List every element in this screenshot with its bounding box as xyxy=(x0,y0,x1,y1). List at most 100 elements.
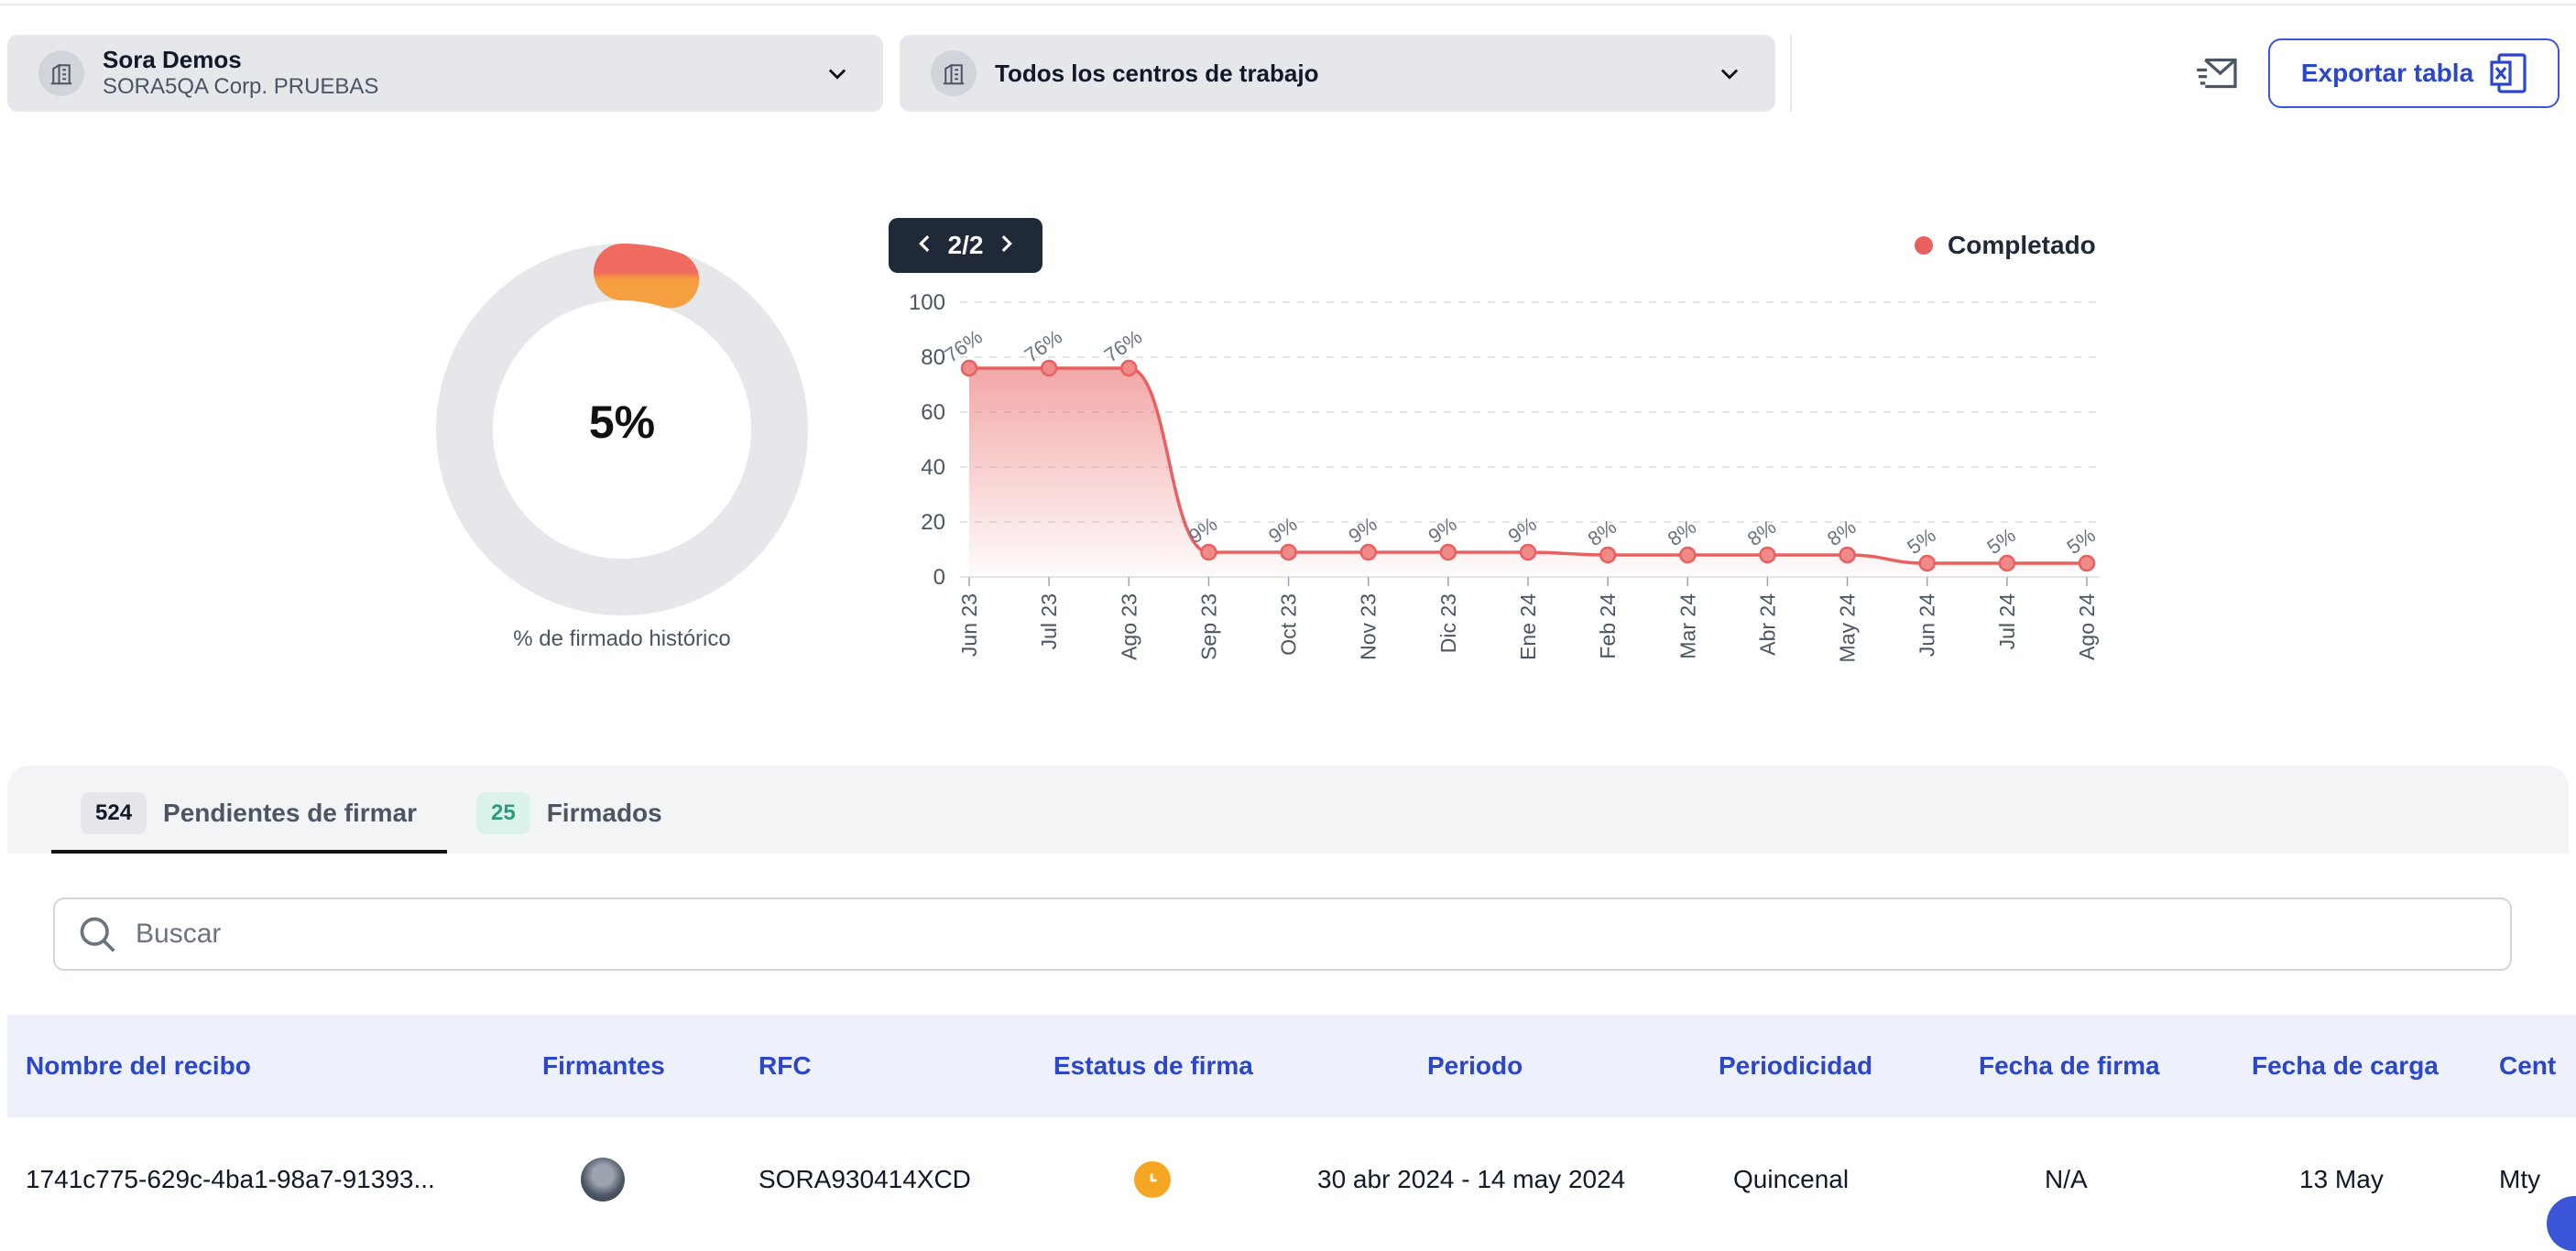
data-label: 9% xyxy=(1264,512,1301,548)
x-tick-label: Ene 24 xyxy=(1516,593,1540,660)
donut-fill xyxy=(594,244,700,309)
top-border xyxy=(0,0,2576,5)
data-point xyxy=(1759,546,1776,564)
data-point xyxy=(1200,543,1217,561)
data-label: 8% xyxy=(1584,515,1621,550)
pending-clock-icon xyxy=(1134,1161,1171,1198)
col-header-receipt-name[interactable]: Nombre del recibo xyxy=(26,1051,251,1080)
upload-date-value: 13 May xyxy=(2299,1165,2384,1193)
chart-legend: Completado xyxy=(1915,231,2096,260)
tabs: 524 Pendientes de firmar 25 Firmados xyxy=(7,766,2569,854)
x-tick-label: Dic 23 xyxy=(1436,593,1460,653)
send-mail-button[interactable] xyxy=(2191,48,2243,99)
pending-count-badge: 524 xyxy=(81,792,147,834)
x-tick-label: Jun 23 xyxy=(957,593,981,657)
sign-date-value: N/A xyxy=(2045,1165,2088,1193)
legend-dot xyxy=(1915,236,1933,255)
chevron-left-icon xyxy=(918,235,929,252)
chevron-right-icon xyxy=(1002,235,1013,252)
x-tick-label: Feb 24 xyxy=(1596,593,1620,659)
x-tick-label: Oct 23 xyxy=(1277,593,1301,656)
data-point xyxy=(1280,543,1297,561)
data-point xyxy=(1918,554,1936,572)
search-icon xyxy=(80,917,115,952)
search-input[interactable] xyxy=(134,918,2488,951)
table-header xyxy=(7,1015,2576,1117)
excel-icon xyxy=(2490,53,2527,93)
y-tick-label: 40 xyxy=(921,455,945,480)
signer-avatar xyxy=(581,1158,625,1202)
y-tick-label: 0 xyxy=(933,565,945,590)
col-header-rfc[interactable]: RFC xyxy=(759,1051,812,1080)
x-tick-label: Ago 23 xyxy=(1117,593,1141,660)
data-point xyxy=(1040,359,1058,377)
chart-pager: 2/2 xyxy=(889,218,1042,273)
col-header-signers[interactable]: Firmantes xyxy=(542,1051,665,1080)
x-tick-label: Jul 23 xyxy=(1037,593,1061,649)
period-value: 30 abr 2024 - 14 may 2024 xyxy=(1317,1165,1626,1193)
data-point xyxy=(960,359,978,377)
data-label: 8% xyxy=(1664,515,1700,550)
pager-label: 2/2 xyxy=(947,231,984,259)
workcenter-name: Todos los centros de trabajo xyxy=(995,60,1319,87)
series-area xyxy=(969,368,2087,577)
header-divider xyxy=(1790,35,1792,112)
y-tick-label: 20 xyxy=(921,510,945,535)
chevron-down-icon xyxy=(1711,55,1748,92)
company-subtitle: SORA5QA Corp. PRUEBAS xyxy=(103,74,379,99)
building-icon xyxy=(38,50,84,96)
data-point xyxy=(1120,359,1138,377)
periodicity-value: Quincenal xyxy=(1733,1165,1850,1193)
data-point xyxy=(1359,543,1377,561)
tab-pending[interactable]: 524 Pendientes de firmar xyxy=(81,788,417,839)
x-tick-label: Abr 24 xyxy=(1755,593,1779,656)
building-icon xyxy=(931,50,977,96)
workcenter-select[interactable]: Todos los centros de trabajo xyxy=(900,35,1775,112)
donut-value: 5% xyxy=(588,397,656,448)
data-label: 5% xyxy=(1982,523,2019,559)
data-point xyxy=(1839,546,1856,564)
active-tab-indicator xyxy=(51,850,447,854)
x-tick-label: Nov 23 xyxy=(1357,593,1381,660)
data-label: 8% xyxy=(1823,515,1860,550)
center-value: Mty xyxy=(2499,1165,2541,1193)
data-point xyxy=(1998,554,2016,572)
tab-signed[interactable]: 25 Firmados xyxy=(476,788,662,839)
x-tick-label: Ago 24 xyxy=(2075,593,2099,660)
col-header-upload-date[interactable]: Fecha de carga xyxy=(2252,1051,2439,1080)
chevron-down-icon xyxy=(819,55,856,92)
data-label: 9% xyxy=(1344,512,1381,548)
data-point xyxy=(1519,543,1537,561)
signed-count-badge: 25 xyxy=(476,792,530,834)
pager-next-button[interactable] xyxy=(998,231,1014,260)
export-table-button[interactable]: Exportar tabla xyxy=(2268,38,2560,108)
company-select[interactable]: Sora Demos SORA5QA Corp. PRUEBAS xyxy=(7,35,883,112)
y-tick-label: 80 xyxy=(921,345,945,370)
data-label: 5% xyxy=(1903,523,1939,559)
export-table-label: Exportar tabla xyxy=(2300,59,2474,87)
receipt-name[interactable]: 1741c775-629c-4ba1-98a7-91393... xyxy=(26,1165,435,1193)
data-label: 9% xyxy=(1504,512,1541,548)
x-tick-label: Jul 24 xyxy=(1995,593,2019,650)
pager-prev-button[interactable] xyxy=(917,231,933,260)
data-point xyxy=(1679,546,1697,564)
x-tick-label: Sep 23 xyxy=(1196,593,1220,660)
mail-send-icon xyxy=(2197,58,2237,89)
data-label: 76% xyxy=(940,325,986,367)
col-header-sign-status[interactable]: Estatus de firma xyxy=(1053,1051,1253,1080)
rfc-value: SORA930414XCD xyxy=(759,1165,971,1193)
col-header-periodicity[interactable]: Periodicidad xyxy=(1719,1051,1873,1080)
series-line xyxy=(969,366,2087,565)
tab-pending-label: Pendientes de firmar xyxy=(163,799,418,827)
data-point xyxy=(1439,543,1457,561)
data-label: 9% xyxy=(1424,512,1460,548)
data-point xyxy=(1599,546,1617,564)
col-header-sign-date[interactable]: Fecha de firma xyxy=(1979,1051,2160,1080)
signed-donut-chart xyxy=(436,244,808,615)
company-name: Sora Demos xyxy=(103,46,242,73)
col-header-center[interactable]: Cent xyxy=(2499,1051,2557,1080)
data-label: 5% xyxy=(2063,523,2100,559)
col-header-period[interactable]: Periodo xyxy=(1427,1051,1523,1080)
x-tick-label: Jun 24 xyxy=(1916,593,1939,657)
